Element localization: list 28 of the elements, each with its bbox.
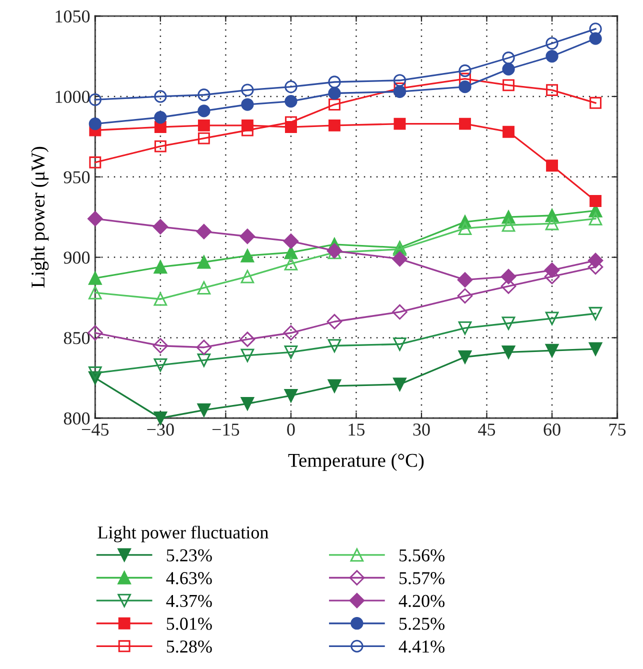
legend-label: 4.20% bbox=[398, 594, 444, 608]
y-tick-label: 1000 bbox=[56, 90, 90, 103]
x-axis-title: Temperature (°C) bbox=[288, 453, 424, 471]
legend-label: 5.56% bbox=[400, 549, 444, 562]
y-tick-label: 900 bbox=[64, 252, 90, 264]
legend-label: 4.41% bbox=[398, 640, 444, 653]
y-tick-label: 950 bbox=[64, 171, 90, 184]
y-tick-label: 1050 bbox=[56, 10, 90, 22]
x-tick-label: 45 bbox=[478, 424, 496, 436]
x-tick-label: 60 bbox=[544, 424, 560, 436]
x-tick-label: −30 bbox=[147, 424, 174, 436]
x-tick-label: 30 bbox=[413, 424, 430, 436]
legend-label: 5.25% bbox=[400, 618, 444, 630]
x-tick-label: −45 bbox=[82, 424, 109, 436]
legend-label: 5.28% bbox=[166, 640, 212, 653]
y-axis-title: Light power (μW) bbox=[30, 146, 49, 288]
x-tick-label: 0 bbox=[287, 424, 295, 436]
y-tick-label: 850 bbox=[64, 332, 90, 344]
y-tick-label: 800 bbox=[64, 412, 90, 425]
legend-title: Light power fluctuation bbox=[98, 526, 268, 542]
legend-label: 4.37% bbox=[166, 594, 212, 608]
legend-label: 4.63% bbox=[166, 572, 212, 584]
legend-label: 5.23% bbox=[166, 549, 212, 562]
x-tick-label: 75 bbox=[609, 424, 626, 436]
legend-label: 5.01% bbox=[166, 618, 212, 630]
x-tick-label: 15 bbox=[348, 424, 365, 436]
legend-label: 5.57% bbox=[400, 572, 444, 584]
x-tick-label: −15 bbox=[212, 424, 240, 436]
